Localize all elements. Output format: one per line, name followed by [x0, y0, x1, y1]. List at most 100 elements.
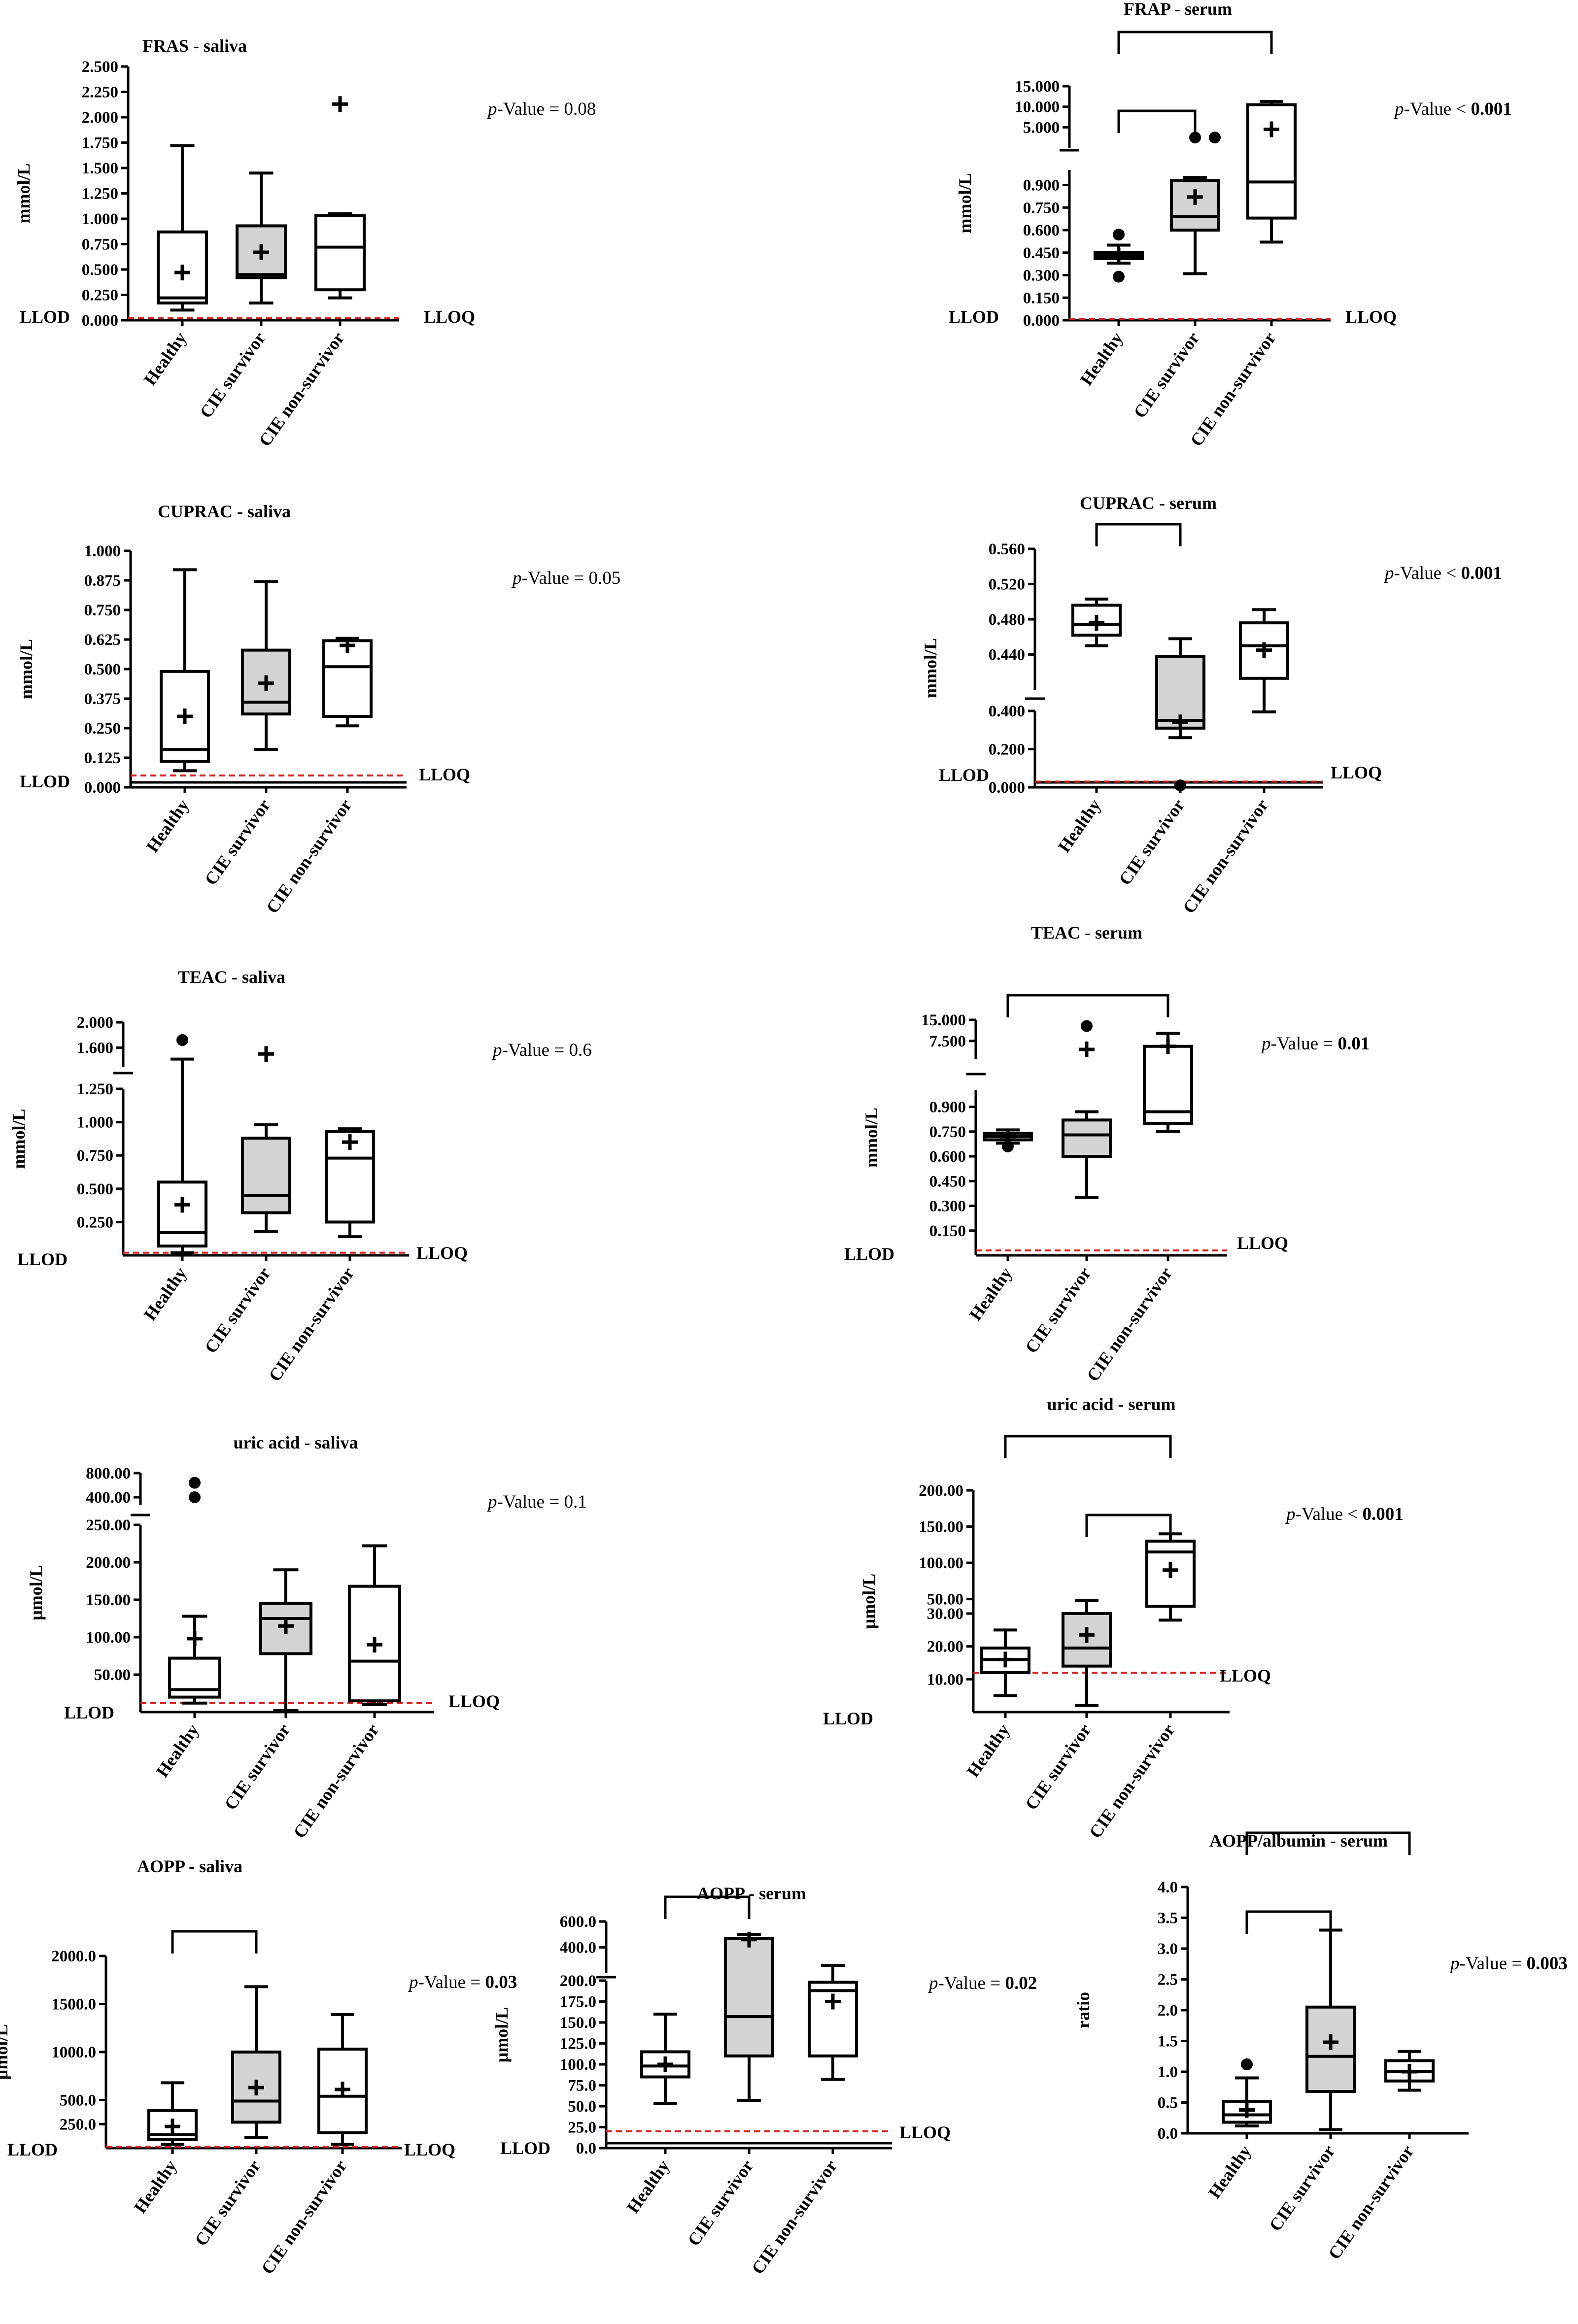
y-tick-label: 0.0 — [576, 2140, 596, 2157]
y-tick-label: 250.0 — [60, 2116, 96, 2133]
y-tick-label: 0.300 — [1023, 267, 1060, 285]
y-tick-label: 1.750 — [82, 135, 118, 152]
llod-label: LLOD — [20, 772, 70, 791]
category-label: CIE non-survivor — [1083, 1264, 1176, 1385]
chart-aopp-albumin-serum: AOPP/albumin - serum 0.0 0.5 1.0 1.5 2.0 2.5 3.… — [1073, 1831, 1568, 2263]
p-value: p-Value = 0.1 — [486, 1492, 587, 1512]
box — [724, 1937, 774, 2057]
y-tick-label: 0.250 — [82, 287, 118, 304]
lloq-label: LLOQ — [1220, 1666, 1271, 1685]
lloq-label: LLOQ — [419, 765, 470, 784]
category-label: Healthy — [140, 329, 191, 389]
significance-bracket — [1245, 1910, 1332, 1934]
y-tick-label: 150.0 — [560, 2014, 596, 2032]
category-label: CIE survivor — [196, 329, 269, 422]
significance-bracket — [171, 1930, 258, 1954]
lloq-label: LLOQ — [1345, 307, 1397, 327]
category-label: CIE survivor — [1265, 2142, 1338, 2235]
y-tick-label: 400.00 — [86, 1489, 131, 1507]
chart-uric-acid-saliva: uric acid - saliva 50.00 100.00 150.00 200.0… — [26, 1433, 587, 1842]
p-value: p-Value = 0.03 — [408, 1972, 517, 1992]
box — [259, 1602, 312, 1655]
y-tick-label: 0.500 — [77, 1180, 113, 1198]
y-tick-label: 0.5 — [1158, 2094, 1178, 2112]
box — [168, 1656, 221, 1699]
y-tick-label: 0.600 — [929, 1148, 966, 1166]
y-tick-label: 800.00 — [86, 1465, 131, 1482]
chart-title: FRAP - serum — [1124, 0, 1232, 19]
y-tick-label: 1.250 — [77, 1080, 113, 1098]
y-tick-label: 2.000 — [77, 1014, 113, 1032]
y-tick-label: 10.000 — [1015, 99, 1060, 116]
category-label: CIE survivor — [1021, 1264, 1095, 1357]
box — [241, 1137, 291, 1214]
outlier-point — [1081, 1020, 1093, 1032]
y-tick-label: 0.200 — [989, 741, 1025, 759]
y-tick-label: 100.00 — [919, 1554, 963, 1572]
y-tick-label: 0.480 — [989, 611, 1025, 629]
chart-aopp-saliva: AOPP - saliva 250.0 500.0 1000.0 1500.0 2000.… — [0, 1856, 517, 2278]
llod-label: LLOD — [823, 1709, 873, 1728]
p-value-label: -Value = — [938, 1973, 1005, 1993]
lloq-label: LLOQ — [448, 1691, 500, 1711]
chart-title: TEAC - saliva — [178, 967, 285, 987]
y-tick-label: 50.0 — [568, 2098, 596, 2116]
category-label: Healthy — [130, 2156, 181, 2217]
p-value-label: -Value = — [497, 1492, 564, 1512]
y-tick-label: 75.0 — [568, 2077, 596, 2095]
category-label: CIE non-survivor — [257, 2156, 350, 2278]
y-tick-label: 0.000 — [989, 779, 1025, 797]
y-tick-label: 175.0 — [560, 1993, 596, 2011]
p-value-number: 0.08 — [564, 99, 596, 119]
y-tick-label: 0.520 — [989, 576, 1025, 594]
y-tick-label: 2.500 — [82, 58, 118, 76]
y-axis-label: mmol/L — [16, 639, 36, 699]
category-label: CIE survivor — [1130, 329, 1203, 422]
y-tick-label: 0.875 — [84, 572, 121, 590]
chart-frap-serum: FRAP - serum 0.000 0.150 0.300 0.450 0.600 0.7… — [949, 0, 1512, 450]
p-value-prefix: p — [486, 99, 497, 119]
chart-fras-saliva: FRAS - saliva 0.000 0.250 0.500 0.750 1.000 1.… — [14, 36, 596, 450]
p-value-prefix: p — [927, 1973, 938, 1993]
category-label: Healthy — [142, 796, 193, 856]
p-value-prefix: p — [1383, 563, 1394, 583]
chart-title: AOPP - saliva — [137, 1856, 242, 1876]
chart-cuprac-serum: CUPRAC - serum0.0000.2000.4000.4000.4400… — [921, 493, 1502, 917]
category-label: CIE survivor — [191, 2156, 264, 2250]
y-tick-label: 1.500 — [82, 160, 118, 177]
significance-bracket — [1245, 1831, 1411, 1855]
y-tick-label: 0.900 — [929, 1099, 966, 1116]
chart-title: FRAS - saliva — [142, 36, 247, 56]
y-tick-label: 500.0 — [60, 2092, 96, 2110]
y-tick-label: 0.450 — [929, 1173, 966, 1190]
category-label: CIE survivor — [220, 1720, 294, 1814]
p-value-number: 0.6 — [569, 1040, 591, 1060]
y-tick-label: 100.00 — [86, 1629, 131, 1647]
llod-label: LLOD — [844, 1244, 894, 1264]
lloq-label: LLOQ — [404, 2140, 455, 2159]
p-value-label: -Value = — [1271, 1034, 1338, 1054]
p-value-prefix: p — [486, 1492, 497, 1512]
p-value-prefix: p — [1285, 1504, 1296, 1524]
category-label: CIE non-survivor — [262, 796, 355, 917]
category-label: CIE survivor — [684, 2156, 757, 2250]
y-tick-label: 400.0 — [560, 1939, 596, 1957]
chart-aopp-serum: AOPP - serum 0.0 25.0 50.0 75.0 100.0 125.0 150… — [492, 1884, 1037, 2278]
y-tick-label: 4.0 — [1158, 1879, 1178, 1896]
outlier-point — [1113, 270, 1125, 283]
box — [1062, 1612, 1112, 1668]
y-tick-label: 2.000 — [82, 109, 118, 127]
significance-bracket — [1095, 523, 1182, 546]
chart-title: uric acid - serum — [1047, 1394, 1176, 1414]
box — [808, 1981, 858, 2057]
outlier-point — [176, 1034, 188, 1046]
y-tick-label: 1000.0 — [51, 2044, 96, 2061]
significance-bracket — [1085, 1514, 1172, 1537]
category-label: CIE non-survivor — [255, 329, 348, 450]
y-tick-label: 0.400 — [989, 703, 1025, 720]
y-tick-label: 25.0 — [568, 2119, 596, 2137]
y-axis-label: mmol/L — [955, 173, 975, 234]
y-axis-label: μmol/L — [26, 1565, 46, 1620]
significance-bracket — [1117, 109, 1197, 133]
p-value: p-Value < 0.001 — [1285, 1504, 1404, 1524]
